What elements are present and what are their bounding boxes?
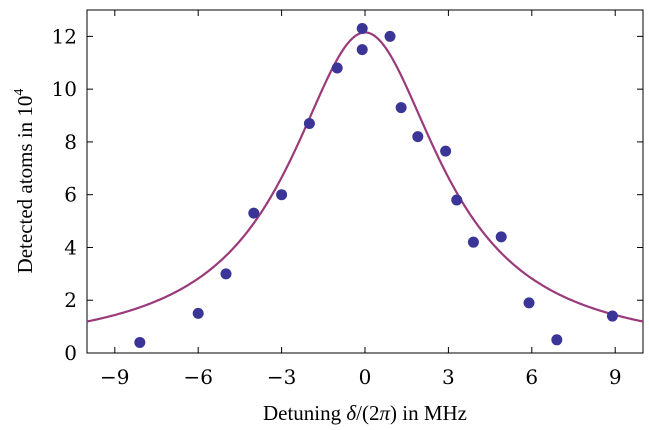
data-point bbox=[467, 236, 479, 248]
data-point bbox=[356, 22, 368, 34]
x-axis-label: Detuning δ/(2π) in MHz bbox=[263, 401, 467, 425]
y-tick-label: 6 bbox=[64, 183, 77, 207]
data-point bbox=[440, 145, 452, 157]
y-tick-label: 12 bbox=[52, 24, 77, 48]
x-tick-label: 0 bbox=[359, 365, 372, 389]
y-axis-ticks: 0 2 4 6 8 10 12 bbox=[52, 24, 643, 365]
x-tick-label: 6 bbox=[525, 365, 538, 389]
plot-frame bbox=[86, 9, 644, 354]
x-axis-ticks: −9 −6 −3 0 3 6 9 bbox=[100, 10, 622, 389]
data-point bbox=[192, 307, 204, 319]
data-point bbox=[384, 30, 396, 42]
x-tick-label: −9 bbox=[100, 365, 129, 389]
data-point bbox=[523, 297, 535, 309]
data-point bbox=[395, 102, 407, 114]
y-axis-label: Detected atoms in 104 bbox=[12, 89, 37, 274]
data-points bbox=[134, 22, 618, 348]
fit-curve bbox=[86, 31, 644, 323]
y-tick-label: 10 bbox=[52, 77, 77, 101]
y-tick-label: 2 bbox=[64, 288, 77, 312]
x-tick-label: −6 bbox=[183, 365, 212, 389]
data-point bbox=[276, 189, 288, 201]
data-point bbox=[220, 268, 232, 280]
x-tick-label: 9 bbox=[609, 365, 622, 389]
data-point bbox=[134, 336, 146, 348]
data-point bbox=[412, 131, 424, 143]
data-point bbox=[551, 334, 563, 346]
y-tick-label: 8 bbox=[64, 130, 77, 154]
data-point bbox=[331, 62, 343, 74]
data-point bbox=[303, 117, 315, 129]
x-tick-label: −3 bbox=[267, 365, 296, 389]
y-tick-label: 0 bbox=[64, 341, 77, 365]
data-point bbox=[248, 207, 260, 219]
y-tick-label: 4 bbox=[64, 235, 77, 259]
data-point bbox=[356, 44, 368, 56]
data-point bbox=[606, 310, 618, 322]
data-point bbox=[495, 231, 507, 243]
data-point bbox=[451, 194, 463, 206]
x-tick-label: 3 bbox=[442, 365, 455, 389]
